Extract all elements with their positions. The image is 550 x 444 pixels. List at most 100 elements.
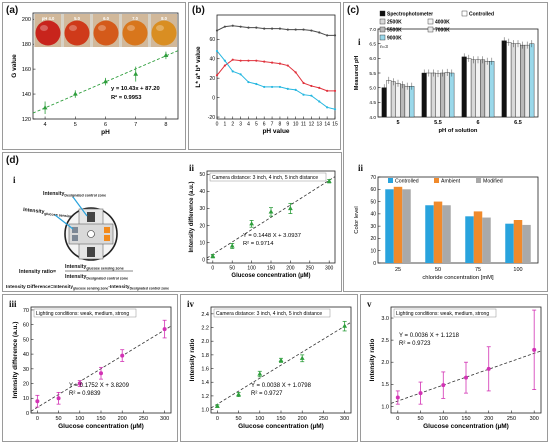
data-point <box>418 391 423 396</box>
x-tick-label: 3 <box>239 122 242 128</box>
bar <box>529 43 535 118</box>
diagram-formulas: Intensity ratio= Intensityglucose sensin… <box>6 264 169 290</box>
bar <box>475 59 481 118</box>
bar <box>404 85 410 118</box>
data-point <box>72 91 78 96</box>
bar <box>505 223 514 263</box>
legend-swatch <box>379 18 386 25</box>
glucose-label: Intensityglucose sensing zone <box>23 207 82 220</box>
fit-equation: Y = 0.0038 X + 1.0798 <box>251 383 312 389</box>
data-point <box>532 347 537 352</box>
x-tick-label: 50 <box>229 266 235 272</box>
data-point <box>99 371 103 376</box>
y-tick-label: 40 <box>199 189 205 195</box>
x-tick-label: 6 <box>104 122 107 128</box>
x-tick-label: 4 <box>247 122 250 128</box>
bar <box>409 85 415 118</box>
sensor-circle <box>54 196 118 261</box>
data-point <box>270 61 274 64</box>
y-tick-label: 60 <box>370 187 376 193</box>
data-point <box>318 100 321 103</box>
y-tick-label: 10 <box>370 249 376 255</box>
legend-swatch <box>427 26 434 33</box>
y-tick-label: 1.0 <box>201 408 209 414</box>
data-point <box>263 27 266 30</box>
chart-title: Lighting conditions: weak, medium, stron… <box>396 311 489 317</box>
chart-d-v: 0 50 100 150 200 250 300 1.0 1.5 2.0 2.5 3.0 Glucose… <box>369 306 542 430</box>
sensor-diagram: IntensityDesignated control zone Intensi… <box>6 191 169 290</box>
panel-c: (c) i ii 4.0 4.5 5.0 5.5 6.0 6.5 7.0 5 5.5 6 6.5 pH… <box>343 2 548 292</box>
bar <box>449 72 455 118</box>
legend-swatch <box>379 26 386 33</box>
x-tick-label: 12 <box>309 122 315 128</box>
vial-highlight <box>98 25 106 31</box>
data-point <box>77 381 82 386</box>
bar <box>466 58 472 118</box>
data-point <box>326 89 329 92</box>
bar <box>390 81 396 118</box>
vial <box>35 20 61 46</box>
data-point <box>441 383 446 388</box>
bar <box>430 72 436 118</box>
title-box <box>393 308 497 318</box>
legend-label: Ambient <box>441 179 461 185</box>
data-point <box>270 85 274 89</box>
y-axis-label: Intensity difference (a.u.) <box>189 181 195 252</box>
data-point <box>247 80 250 84</box>
x-axis-label: chloride concentration [mM] <box>422 275 494 281</box>
data-point <box>464 375 468 380</box>
y-tick-label: 7.0 <box>369 27 376 33</box>
panel-d-iv: iv 0 50 100 150 200 250 300 1.0 1.2 1.4 1.6 1.8 2.0 2… <box>180 294 358 442</box>
data-point <box>257 371 263 376</box>
x-tick-label: 100 <box>247 266 256 272</box>
y-tick-label: 30 <box>370 224 376 230</box>
plot-frame <box>377 176 539 264</box>
vial <box>64 20 90 46</box>
data-point <box>120 353 125 358</box>
data-point <box>278 85 282 89</box>
y-tick-label: 120 <box>22 117 31 123</box>
x-tick-label: 150 <box>276 416 285 422</box>
bar <box>510 43 516 118</box>
x-tick-label: 0 <box>216 416 219 422</box>
data-point <box>133 71 139 76</box>
fit-equation: Y = 0.0036 X + 1.1218 <box>399 333 460 339</box>
legend-swatch <box>427 18 434 25</box>
data-point <box>302 28 305 31</box>
x-tick-label: 300 <box>160 416 169 422</box>
bar <box>461 56 467 118</box>
panel-label-dii: ii <box>189 163 195 173</box>
x-tick-label: 300 <box>325 266 334 272</box>
legend-label: Modified <box>483 179 503 185</box>
data-point <box>223 59 226 62</box>
series-line <box>216 59 335 92</box>
legend-label: Controlled <box>395 179 419 185</box>
vial <box>122 20 148 46</box>
x-tick-label: 75 <box>475 267 481 273</box>
panel-d: (d) i ii IntensityDesignated control zon… <box>2 152 342 292</box>
data-point <box>239 73 242 76</box>
data-point <box>342 323 348 328</box>
fit-line <box>206 176 336 259</box>
y-tick-label: 2.0 <box>381 360 389 366</box>
data-point <box>263 60 266 63</box>
data-point <box>215 29 219 32</box>
x-tick-label: 50 <box>435 267 441 273</box>
panel-label-diii: iii <box>9 299 17 309</box>
legend-swatch <box>379 34 386 41</box>
bar <box>515 43 521 118</box>
data-point <box>215 74 219 77</box>
fit-equation: Y = 0.1448 X + 3.0937 <box>243 233 301 239</box>
y-tick-label: 6.0 <box>369 56 376 62</box>
x-tick-label: 7 <box>134 122 137 128</box>
y-axis-label: Intensity ratio <box>189 339 196 382</box>
panel-label-dv: v <box>367 299 372 309</box>
chart-c-ii: 0 10 20 30 40 50 60 70 25 50 75 100 chloride concent… <box>354 175 539 281</box>
y-tick-label: 70 <box>23 308 29 314</box>
bar <box>480 59 486 118</box>
bar <box>442 205 451 263</box>
legend-swatch <box>434 178 439 183</box>
y-tick-label: 2.5 <box>381 338 389 344</box>
x-tick-label: 50 <box>56 416 62 422</box>
